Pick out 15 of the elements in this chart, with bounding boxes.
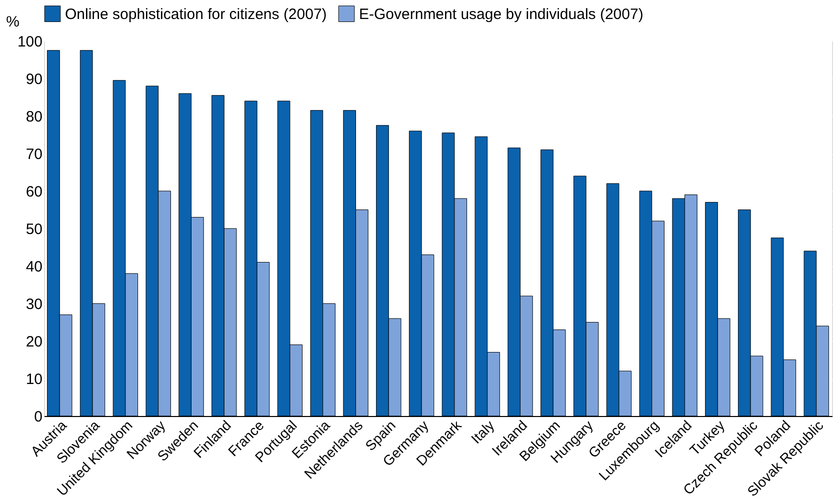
y-tick-label: 30	[26, 296, 42, 313]
y-tick-label: 0	[34, 408, 42, 426]
y-axis-title: %	[6, 14, 20, 30]
y-tick-label: 100	[17, 34, 42, 50]
y-tick-label: 50	[26, 221, 42, 238]
y-tick-label: 80	[26, 108, 42, 126]
y-tick-label: 90	[26, 71, 42, 88]
y-tick-label: 40	[26, 258, 42, 276]
y-tick-label: 20	[26, 334, 42, 350]
legend-label: Online sophistication for citizens (2007)	[65, 6, 327, 23]
y-tick-label: 70	[26, 146, 42, 163]
y-tick-label: 60	[26, 184, 42, 200]
legend-label: E-Government usage by individuals (2007)	[359, 6, 644, 23]
x-tick-label: Italy	[468, 417, 498, 447]
y-tick-label: 10	[26, 371, 42, 388]
